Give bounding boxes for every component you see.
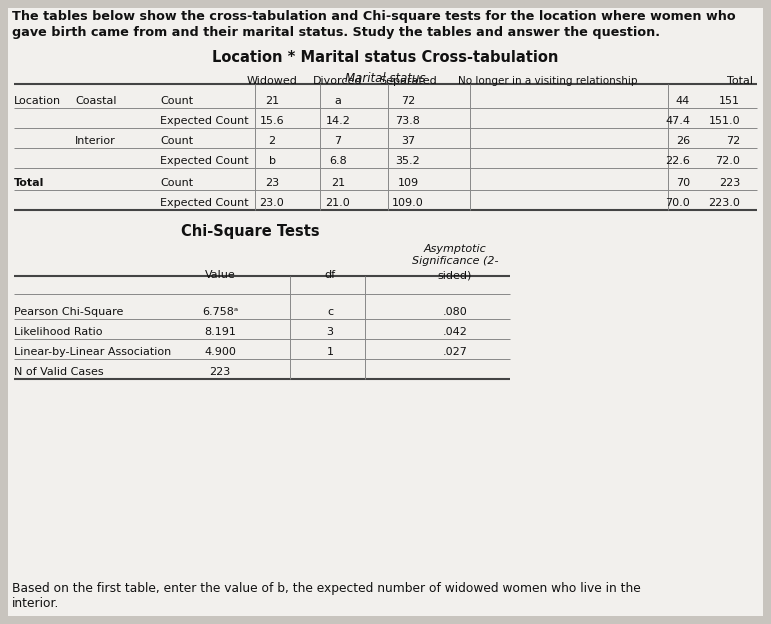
Text: Asymptotic: Asymptotic xyxy=(423,244,487,254)
Text: Count: Count xyxy=(160,96,193,106)
Text: Expected Count: Expected Count xyxy=(160,156,248,166)
Text: 109: 109 xyxy=(397,178,419,188)
Text: Interior: Interior xyxy=(75,136,116,146)
Text: Based on the first table, enter the value of b, the expected number of widowed w: Based on the first table, enter the valu… xyxy=(12,582,641,595)
Text: 6.758ᵃ: 6.758ᵃ xyxy=(202,307,238,317)
Text: Expected Count: Expected Count xyxy=(160,116,248,126)
Text: 3: 3 xyxy=(326,327,334,337)
Text: No longer in a visiting relationship: No longer in a visiting relationship xyxy=(458,76,638,86)
Text: 70: 70 xyxy=(676,178,690,188)
Text: 6.8: 6.8 xyxy=(329,156,347,166)
Text: 44: 44 xyxy=(675,96,690,106)
Text: 151.0: 151.0 xyxy=(709,116,740,126)
Text: Location: Location xyxy=(14,96,61,106)
Text: Value: Value xyxy=(204,270,235,280)
Text: 14.2: 14.2 xyxy=(325,116,351,126)
Text: 7: 7 xyxy=(335,136,342,146)
Text: 2: 2 xyxy=(268,136,275,146)
Text: 151: 151 xyxy=(719,96,740,106)
Text: 37: 37 xyxy=(401,136,415,146)
Text: a: a xyxy=(335,96,342,106)
Text: 35.2: 35.2 xyxy=(396,156,420,166)
Text: Widowed: Widowed xyxy=(247,76,298,86)
Text: 21: 21 xyxy=(331,178,345,188)
Text: .027: .027 xyxy=(443,347,467,357)
Text: Divorced: Divorced xyxy=(313,76,362,86)
Text: 72: 72 xyxy=(401,96,415,106)
Text: N of Valid Cases: N of Valid Cases xyxy=(14,367,103,377)
Text: Location * Marital status Cross-tabulation: Location * Marital status Cross-tabulati… xyxy=(212,50,558,65)
Text: Significance (2-: Significance (2- xyxy=(412,256,498,266)
Text: 73.8: 73.8 xyxy=(396,116,420,126)
Text: The tables below show the cross-tabulation and Chi-square tests for the location: The tables below show the cross-tabulati… xyxy=(12,10,736,23)
Text: 21.0: 21.0 xyxy=(325,198,350,208)
Text: 1: 1 xyxy=(326,347,334,357)
FancyBboxPatch shape xyxy=(8,8,763,616)
Text: 4.900: 4.900 xyxy=(204,347,236,357)
Text: Separated: Separated xyxy=(379,76,437,86)
Text: Chi-Square Tests: Chi-Square Tests xyxy=(180,224,319,239)
Text: Count: Count xyxy=(160,178,193,188)
Text: interior.: interior. xyxy=(12,597,59,610)
Text: .080: .080 xyxy=(443,307,467,317)
Text: 22.6: 22.6 xyxy=(665,156,690,166)
Text: 23.0: 23.0 xyxy=(260,198,284,208)
Text: b: b xyxy=(268,156,275,166)
Text: 223.0: 223.0 xyxy=(708,198,740,208)
Text: 21: 21 xyxy=(265,96,279,106)
Text: 26: 26 xyxy=(676,136,690,146)
Text: Count: Count xyxy=(160,136,193,146)
Text: 23: 23 xyxy=(265,178,279,188)
Text: Expected Count: Expected Count xyxy=(160,198,248,208)
Text: Likelihood Ratio: Likelihood Ratio xyxy=(14,327,103,337)
Text: 109.0: 109.0 xyxy=(392,198,424,208)
Text: 223: 223 xyxy=(719,178,740,188)
Text: gave birth came from and their marital status. Study the tables and answer the q: gave birth came from and their marital s… xyxy=(12,26,660,39)
Text: c: c xyxy=(327,307,333,317)
Text: 72: 72 xyxy=(726,136,740,146)
Text: Pearson Chi-Square: Pearson Chi-Square xyxy=(14,307,123,317)
Text: Total: Total xyxy=(14,178,45,188)
Text: Coastal: Coastal xyxy=(75,96,116,106)
Text: df: df xyxy=(325,270,335,280)
Text: .042: .042 xyxy=(443,327,467,337)
Text: Linear-by-Linear Association: Linear-by-Linear Association xyxy=(14,347,171,357)
Text: Total: Total xyxy=(727,76,753,86)
Text: 8.191: 8.191 xyxy=(204,327,236,337)
Text: 47.4: 47.4 xyxy=(665,116,690,126)
Text: 223: 223 xyxy=(210,367,231,377)
Text: 15.6: 15.6 xyxy=(260,116,284,126)
Text: sided): sided) xyxy=(438,270,472,280)
Text: Marital status: Marital status xyxy=(345,72,426,85)
Text: 70.0: 70.0 xyxy=(665,198,690,208)
Text: 72.0: 72.0 xyxy=(715,156,740,166)
